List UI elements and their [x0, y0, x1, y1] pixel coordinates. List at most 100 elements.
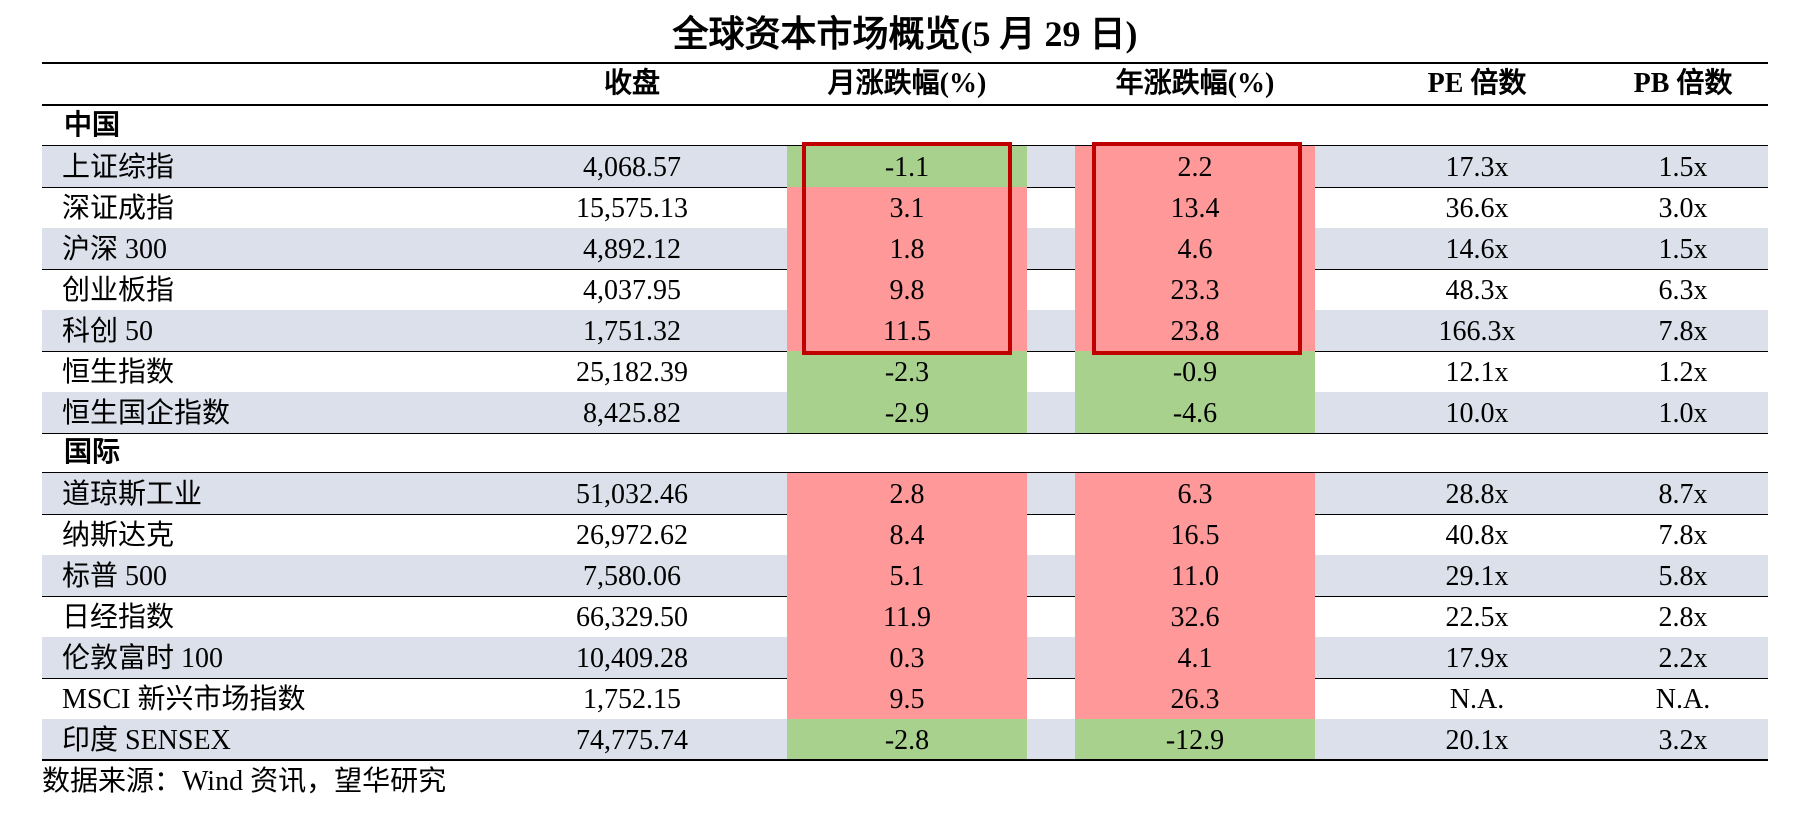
pb-value: 1.2x	[1658, 357, 1708, 388]
index-name: 上证综指	[62, 152, 175, 183]
index-name: MSCI 新兴市场指数	[62, 684, 306, 715]
top-rule	[42, 62, 1768, 64]
table-row: 恒生国企指数 8,425.82 -2.9 -4.6 10.0x 1.0x	[42, 392, 1768, 434]
ytd-color-cell	[1075, 555, 1315, 596]
row-rule	[42, 433, 1768, 434]
table-row: 道琼斯工业 51,032.46 2.8 6.3 28.8x 8.7x	[42, 473, 1768, 515]
table-row: 沪深 300 4,892.12 1.8 4.6 14.6x 1.5x	[42, 228, 1768, 270]
ytd-value: -0.9	[1172, 357, 1218, 388]
pe-value: 17.3x	[1445, 152, 1509, 183]
table-row: 恒生指数 25,182.39 -2.3 -0.9 12.1x 1.2x	[42, 351, 1768, 393]
index-name: 纳斯达克	[62, 520, 175, 551]
mtd-value: 1.8	[889, 234, 925, 265]
ytd-color-cell	[1075, 187, 1315, 228]
ytd-color-cell	[1075, 228, 1315, 269]
mtd-color-cell	[787, 146, 1027, 187]
ytd-color-cell	[1075, 678, 1315, 719]
pe-value: 10.0x	[1445, 398, 1509, 429]
pb-value: 7.8x	[1658, 316, 1708, 347]
ytd-value: 16.5	[1170, 520, 1220, 551]
table-title: 全球资本市场概览(5 月 29 日)	[672, 14, 1138, 54]
pb-value: 6.3x	[1658, 275, 1708, 306]
ytd-value: 11.0	[1171, 561, 1219, 592]
table-row: 印度 SENSEX 74,775.74 -2.8 -12.9 20.1x 3.2x	[42, 719, 1768, 761]
mtd-color-cell	[787, 269, 1027, 310]
close-value: 10,409.28	[576, 643, 688, 674]
pe-value: 22.5x	[1445, 602, 1509, 633]
mtd-color-cell	[787, 228, 1027, 269]
header-pe: PE 倍数	[1427, 68, 1527, 99]
mtd-highlight-box	[802, 142, 1012, 355]
pb-value: 8.7x	[1658, 479, 1708, 510]
ytd-value: 23.3	[1170, 275, 1220, 306]
mtd-value: 11.5	[883, 316, 931, 347]
mtd-value: 8.4	[889, 520, 925, 551]
ytd-color-cell	[1075, 514, 1315, 555]
index-name: 日经指数	[62, 602, 175, 633]
pb-value: 3.2x	[1658, 725, 1708, 756]
mtd-value: -2.9	[884, 398, 930, 429]
pb-value: N.A.	[1655, 684, 1711, 715]
close-value: 26,972.62	[576, 520, 688, 551]
section-rule	[42, 472, 1768, 473]
header-rule	[42, 104, 1768, 106]
pb-value: 2.8x	[1658, 602, 1708, 633]
ytd-value: 26.3	[1170, 684, 1220, 715]
mtd-value: 0.3	[889, 643, 925, 674]
mtd-color-cell	[787, 637, 1027, 678]
mtd-value: 11.9	[883, 602, 931, 633]
mtd-color-cell	[787, 310, 1027, 351]
ytd-value: 6.3	[1177, 479, 1213, 510]
close-value: 25,182.39	[576, 357, 688, 388]
table-row: 上证综指 4,068.57 -1.1 2.2 17.3x 1.5x	[42, 146, 1768, 188]
index-name: 印度 SENSEX	[62, 725, 231, 756]
mtd-value: 9.5	[889, 684, 925, 715]
ytd-value: -12.9	[1165, 725, 1225, 756]
bottom-rule	[42, 759, 1768, 761]
pe-value: 14.6x	[1445, 234, 1509, 265]
ytd-color-cell	[1075, 719, 1315, 760]
index-name: 伦敦富时 100	[62, 643, 224, 674]
mtd-value: -2.8	[884, 725, 930, 756]
pe-value: 17.9x	[1445, 643, 1509, 674]
table-row: 日经指数 66,329.50 11.9 32.6 22.5x 2.8x	[42, 596, 1768, 638]
ytd-color-cell	[1075, 269, 1315, 310]
pb-value: 5.8x	[1658, 561, 1708, 592]
table-row: 创业板指 4,037.95 9.8 23.3 48.3x 6.3x	[42, 269, 1768, 311]
pb-value: 7.8x	[1658, 520, 1708, 551]
close-value: 4,068.57	[583, 152, 681, 183]
ytd-color-cell	[1075, 637, 1315, 678]
pe-value: 48.3x	[1445, 275, 1509, 306]
pb-value: 1.0x	[1658, 398, 1708, 429]
ytd-value: 23.8	[1170, 316, 1220, 347]
header-close: 收盘	[603, 68, 660, 99]
pe-value: 166.3x	[1438, 316, 1516, 347]
close-value: 4,037.95	[583, 275, 681, 306]
mtd-value: 9.8	[889, 275, 925, 306]
ytd-value: 32.6	[1170, 602, 1220, 633]
index-name: 恒生指数	[62, 357, 175, 388]
index-name: 创业板指	[62, 275, 175, 306]
pe-value: 29.1x	[1445, 561, 1509, 592]
header-ytd: 年涨跌幅(%)	[1115, 68, 1275, 99]
close-value: 1,752.15	[583, 684, 681, 715]
pe-value: N.A.	[1449, 684, 1505, 715]
pe-value: 12.1x	[1445, 357, 1509, 388]
index-name: 深证成指	[62, 193, 175, 224]
pe-value: 36.6x	[1445, 193, 1509, 224]
mtd-color-cell	[787, 351, 1027, 392]
header-mtd: 月涨跌幅(%)	[827, 68, 987, 99]
ytd-color-cell	[1075, 351, 1315, 392]
section-label: 中国	[64, 110, 121, 141]
index-name: 恒生国企指数	[62, 398, 231, 429]
table-row: 标普 500 7,580.06 5.1 11.0 29.1x 5.8x	[42, 555, 1768, 597]
ytd-color-cell	[1075, 392, 1315, 433]
mtd-color-cell	[787, 678, 1027, 719]
table-row: 纳斯达克 26,972.62 8.4 16.5 40.8x 7.8x	[42, 514, 1768, 556]
pe-value: 20.1x	[1445, 725, 1509, 756]
section-label: 国际	[64, 437, 121, 468]
index-name: 沪深 300	[62, 234, 168, 265]
mtd-color-cell	[787, 187, 1027, 228]
mtd-color-cell	[787, 596, 1027, 637]
ytd-highlight-box	[1092, 142, 1302, 355]
